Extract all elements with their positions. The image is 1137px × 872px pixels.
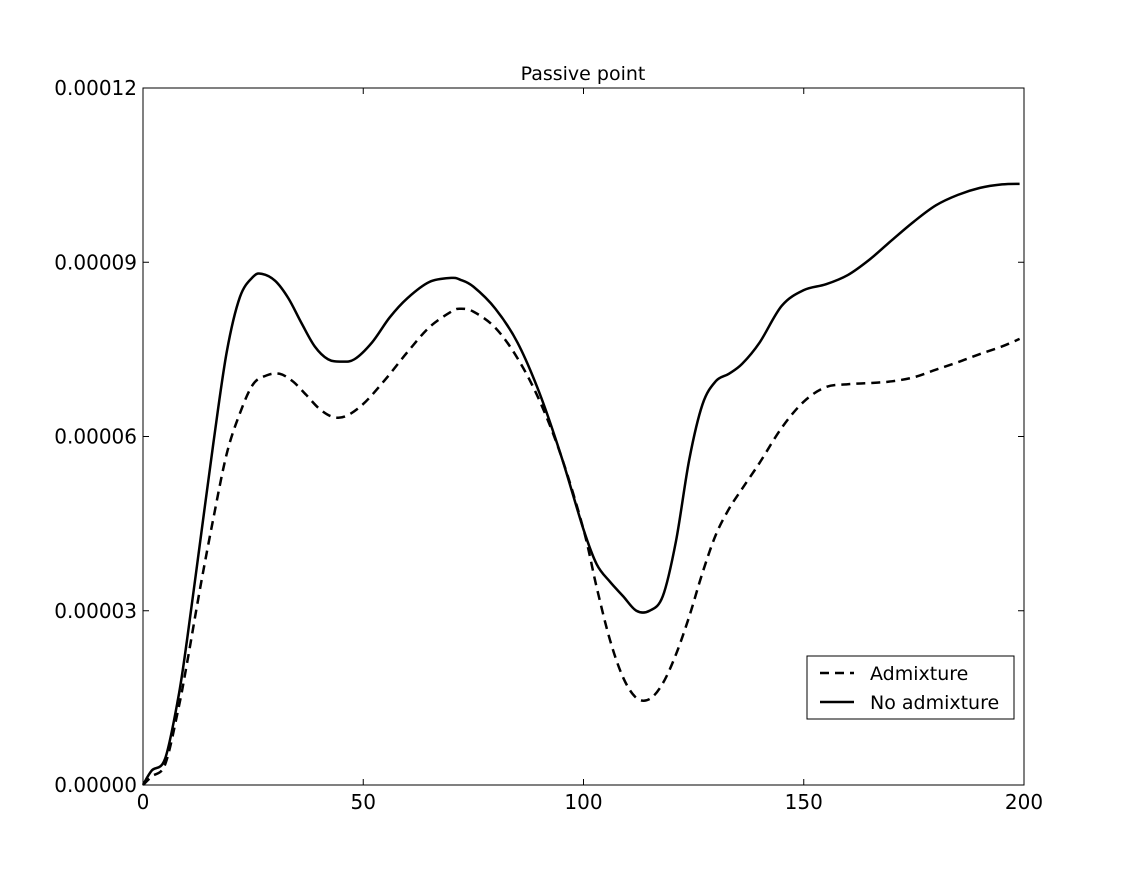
y-tick-label: 0.00003 xyxy=(54,599,137,623)
legend: Admixture No admixture xyxy=(807,656,1014,719)
y-tick-label: 0.00012 xyxy=(54,76,137,100)
x-tick-label: 0 xyxy=(137,790,150,814)
y-tick-label: 0.00009 xyxy=(54,250,137,274)
x-tick-label: 100 xyxy=(564,790,602,814)
legend-label: No admixture xyxy=(870,692,999,714)
legend-label: Admixture xyxy=(870,663,968,685)
x-tick-label: 150 xyxy=(785,790,823,814)
x-tick-label: 50 xyxy=(351,790,376,814)
chart-title: Passive point xyxy=(521,63,646,85)
x-tick-label: 200 xyxy=(1005,790,1043,814)
y-tick-label: 0.00000 xyxy=(54,773,137,797)
y-tick-label: 0.00006 xyxy=(54,425,137,449)
